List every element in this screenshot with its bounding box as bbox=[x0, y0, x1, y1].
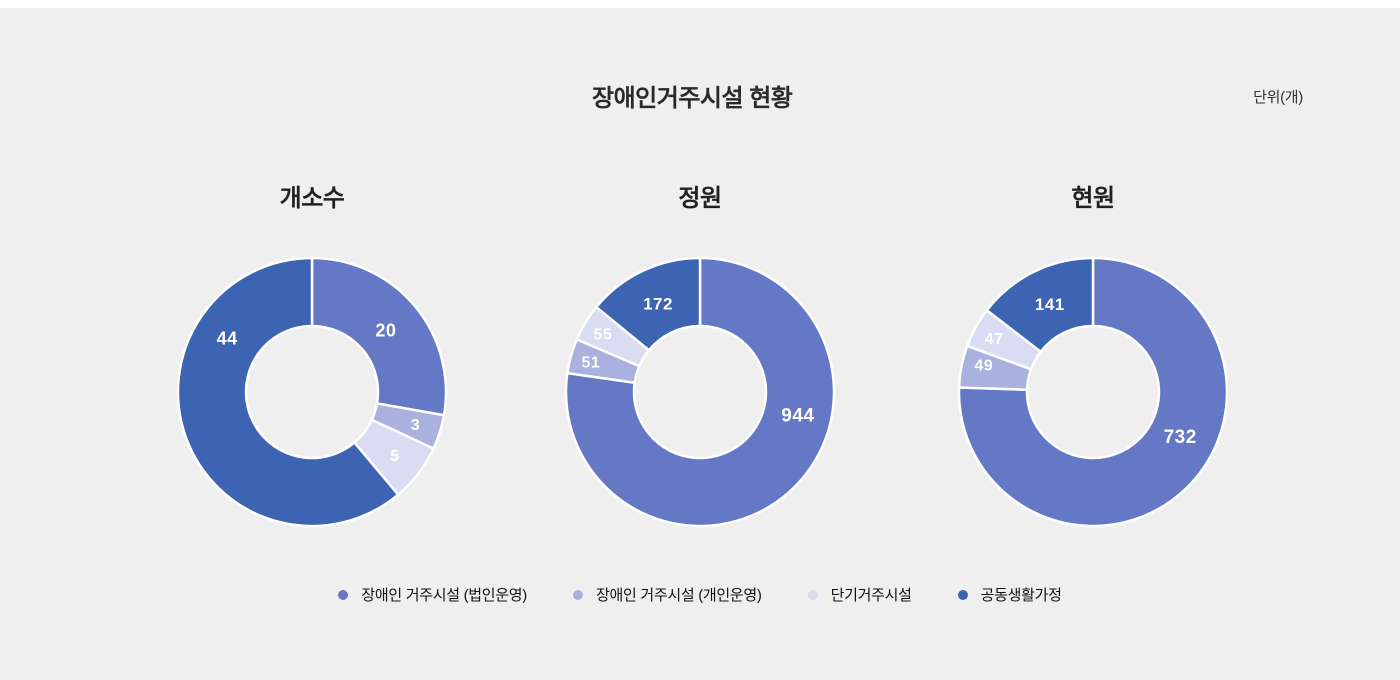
page-title: 장애인거주시설 현황 bbox=[592, 85, 793, 112]
legend-label: 단기거주시설 bbox=[830, 587, 912, 604]
donut-3-slice-4 bbox=[985, 256, 1095, 353]
donut-3-value-label-3: 47 bbox=[985, 331, 1004, 348]
chart-capacity: 정원 944 51 55 172 bbox=[560, 178, 840, 532]
chart-facility-count: 개소수 20 3 5 44 bbox=[172, 178, 452, 532]
donut-3-value-label-2: 49 bbox=[974, 357, 993, 374]
legend-label: 공동생활가정 bbox=[980, 587, 1062, 604]
donut-1-value-label-4: 44 bbox=[217, 328, 238, 348]
legend-item-1: 장애인 거주시설 (법인운영) bbox=[338, 584, 527, 605]
legend-dot-icon bbox=[957, 589, 968, 600]
donut-1-value-label-1: 20 bbox=[375, 320, 396, 340]
legend-item-4: 공동생활가정 bbox=[957, 584, 1062, 605]
donut-1-value-label-2: 3 bbox=[411, 417, 420, 434]
legend-dot-icon bbox=[338, 589, 349, 600]
donut-2-value-label-4: 172 bbox=[643, 295, 673, 314]
unit-label: 단위(개) bbox=[1253, 89, 1303, 106]
legend-dot-icon bbox=[572, 589, 583, 600]
legend-label: 장애인 거주시설 (개인운영) bbox=[595, 587, 762, 604]
legend-item-3: 단기거주시설 bbox=[807, 584, 912, 605]
chart-title-capacity: 정원 bbox=[678, 185, 722, 212]
donut-2-value-label-2: 51 bbox=[582, 354, 601, 371]
donut-svg-1: 20 35 44 bbox=[176, 256, 448, 528]
donut-2-slice-1 bbox=[564, 256, 836, 528]
donut-2-value-label-3: 55 bbox=[594, 326, 613, 343]
donut-3-value-label-1: 732 bbox=[1164, 427, 1197, 448]
legend-item-2: 장애인 거주시설 (개인운영) bbox=[572, 584, 762, 605]
donut-3-slice-1 bbox=[957, 256, 1229, 528]
chart-occupancy: 현원 732 49 47 141 bbox=[953, 178, 1233, 532]
chart-title-occupancy: 현원 bbox=[1071, 185, 1115, 212]
donut-svg-3: 732 49 47 141 bbox=[957, 256, 1229, 528]
donut-3-value-label-4: 141 bbox=[1035, 295, 1065, 314]
donut-2-slice-4 bbox=[595, 256, 702, 352]
chart-title-facility-count: 개소수 bbox=[279, 185, 345, 212]
donut-1-value-label-3: 5 bbox=[390, 448, 399, 465]
donut-1-slice-4 bbox=[176, 256, 400, 528]
top-white-strip bbox=[0, 0, 1400, 8]
donut-svg-2: 944 51 55 172 bbox=[564, 256, 836, 528]
legend-dot-icon bbox=[807, 589, 818, 600]
donut-2-value-label-1: 944 bbox=[781, 405, 814, 426]
legend-label: 장애인 거주시설 (법인운영) bbox=[361, 587, 527, 604]
legend: 장애인 거주시설 (법인운영) 장애인 거주시설 (개인운영) 단기거주시설 공동생활… bbox=[0, 584, 1400, 605]
donut-1-slice-1 bbox=[310, 256, 448, 417]
